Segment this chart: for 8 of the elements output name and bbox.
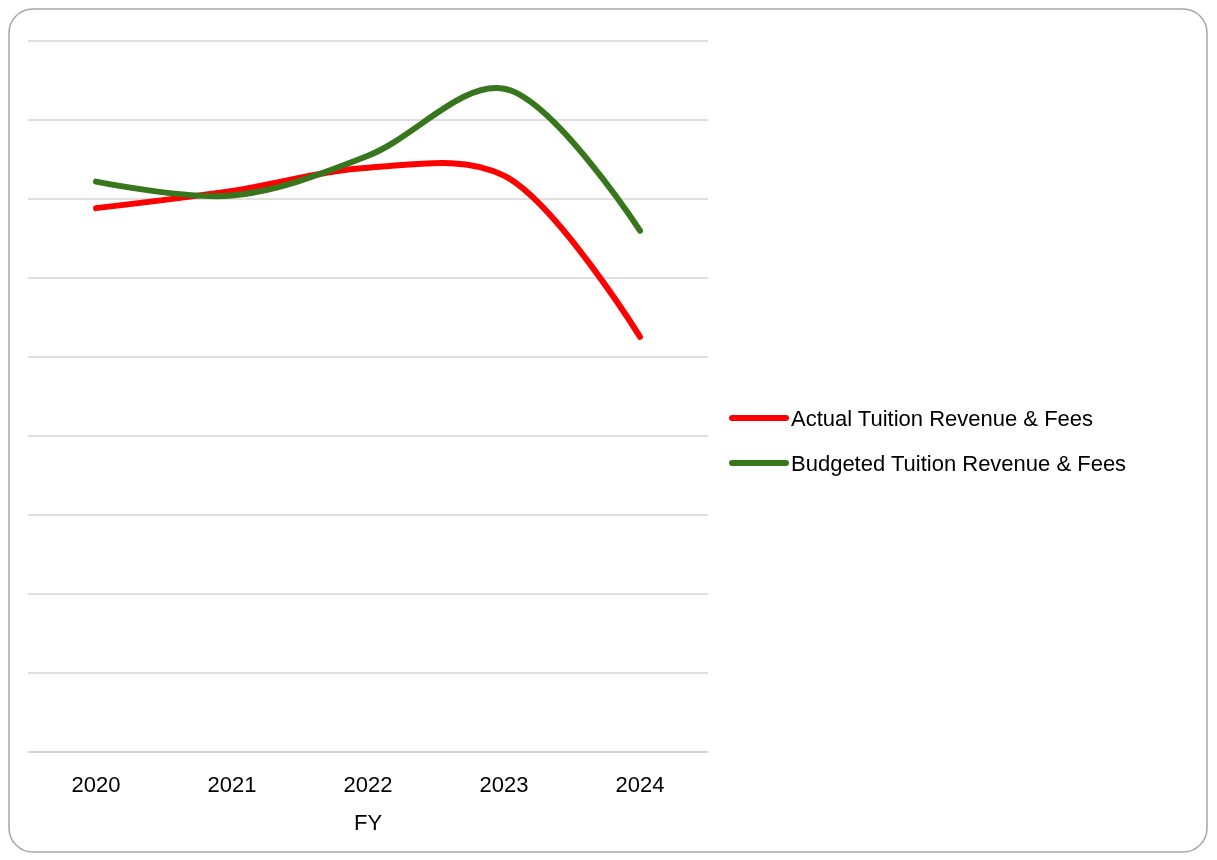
legend-label: Actual Tuition Revenue & Fees: [791, 406, 1094, 431]
x-tick-label: 2022: [343, 772, 393, 797]
x-tick-label: 2020: [71, 772, 121, 797]
legend-label: Budgeted Tuition Revenue & Fees: [791, 451, 1127, 476]
x-tick-label: 2023: [479, 772, 529, 797]
x-tick-label: 2024: [615, 772, 665, 797]
x-tick-label: 2021: [207, 772, 257, 797]
x-axis-title: FY: [353, 810, 383, 835]
